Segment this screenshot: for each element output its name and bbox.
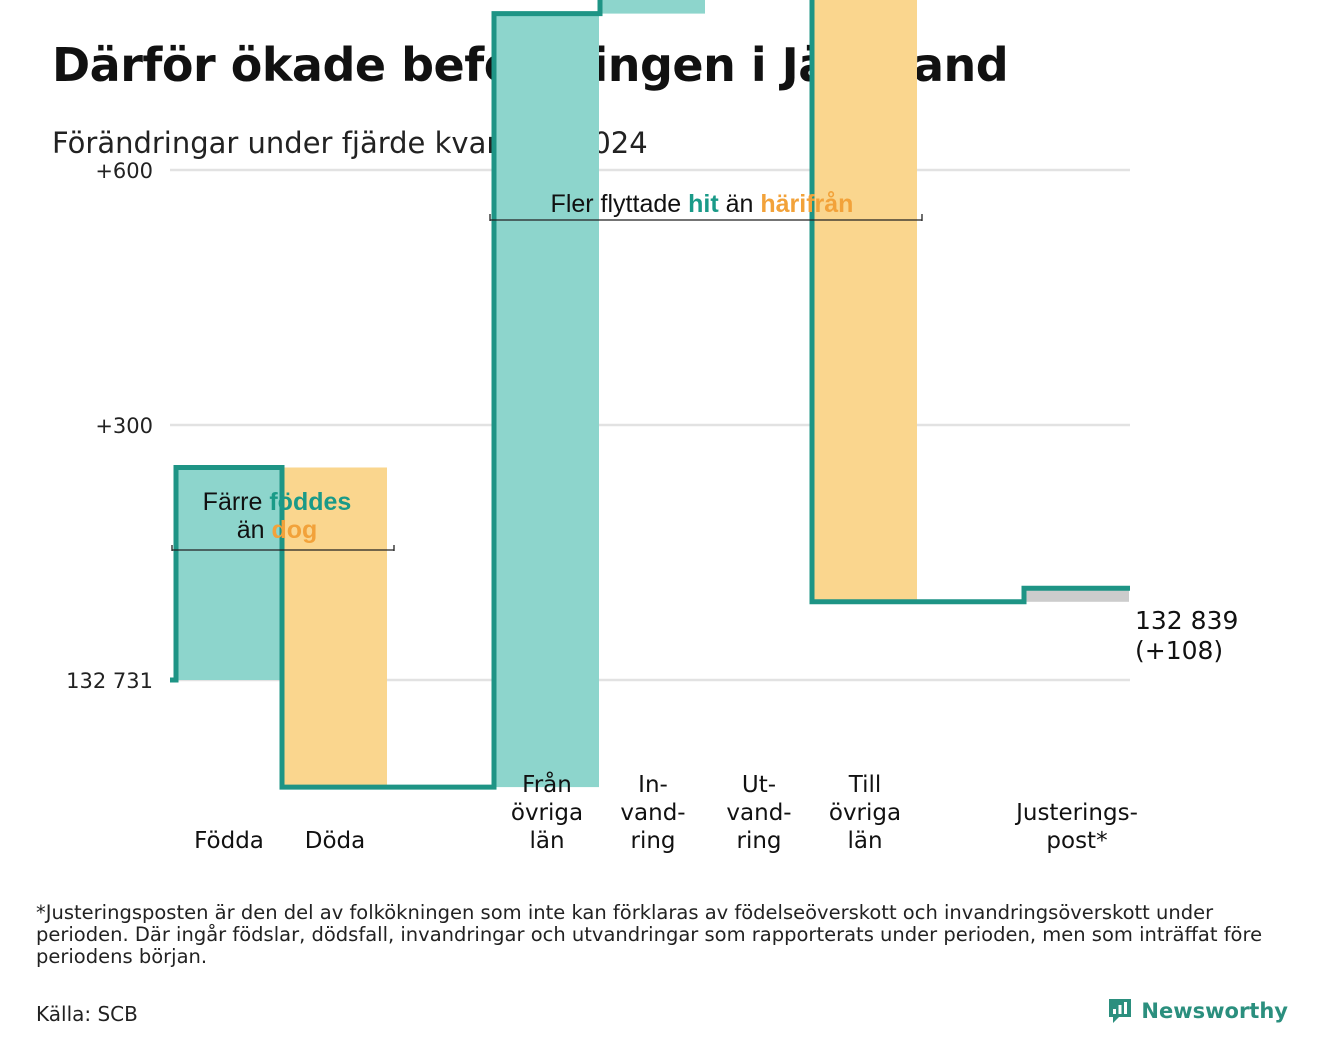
end-value-label: 132 839(+108) (1135, 606, 1238, 665)
y-tick-labels: 132 731+300+600+900 (66, 159, 153, 693)
y-tick-label: 132 731 (66, 669, 153, 693)
category-label: övriga (829, 800, 901, 826)
bar-increase (601, 0, 705, 14)
category-label: län (529, 828, 564, 854)
bar-increase (495, 13, 599, 788)
brand-name: Newsworthy (1141, 999, 1288, 1023)
annotation-part: härifrån (760, 190, 853, 218)
running-total-path (170, 0, 1130, 790)
annotation-text: Fler flyttade hit än härifrån (551, 190, 854, 218)
category-label: Döda (305, 828, 365, 854)
y-tick-label: +300 (95, 414, 153, 438)
annotation-part: än (719, 190, 761, 218)
category-label: övriga (511, 800, 583, 826)
bar-decrease (813, 0, 917, 602)
end-value-label: (+108) (1135, 636, 1223, 665)
category-label: post* (1046, 828, 1107, 854)
annotation-part: dog (271, 516, 317, 544)
category-label: Ut- (742, 772, 776, 798)
annotation-bracket (171, 545, 395, 551)
annotation-text: än dog (237, 516, 318, 544)
footnote: *Justeringsposten är den del av folkökni… (36, 901, 1263, 968)
waterfall-chart: 132 731+300+600+900 FöddaDödaFrånövrigal… (66, 0, 1238, 854)
annotation-part: än (237, 516, 272, 544)
category-label: ring (736, 828, 781, 854)
bars (177, 0, 1129, 788)
brand-logo: Newsworthy (1107, 997, 1288, 1025)
bar-decrease (283, 467, 387, 788)
y-tick-label: +600 (95, 159, 153, 183)
category-label: Födda (194, 828, 264, 854)
end-value-label: 132 839 (1135, 606, 1238, 635)
running-total-line (170, 0, 1130, 790)
category-label: Justerings- (1014, 800, 1138, 826)
annotation-text: Färre föddes (203, 488, 352, 516)
category-label: vand- (620, 800, 685, 826)
category-label: vand- (726, 800, 791, 826)
category-label: In- (638, 772, 668, 798)
category-labels: Födda DödaFrånövrigalänIn-vand-ringUt-van… (194, 770, 1138, 854)
bar-adjustment (1025, 588, 1129, 602)
annotation-part: föddes (269, 488, 351, 516)
annotation-part: Färre (203, 488, 270, 516)
bar-increase (177, 467, 281, 680)
category-label: Från (522, 770, 572, 798)
newsworthy-logo-icon (1109, 999, 1132, 1023)
annotation-part: hit (688, 190, 719, 218)
category-label: ring (630, 828, 675, 854)
annotation-bracket (489, 214, 923, 221)
category-label: Till (848, 772, 882, 798)
category-label: län (847, 828, 882, 854)
annotation-part: Fler flyttade (551, 190, 689, 218)
source-note: Källa: SCB (36, 1002, 138, 1026)
